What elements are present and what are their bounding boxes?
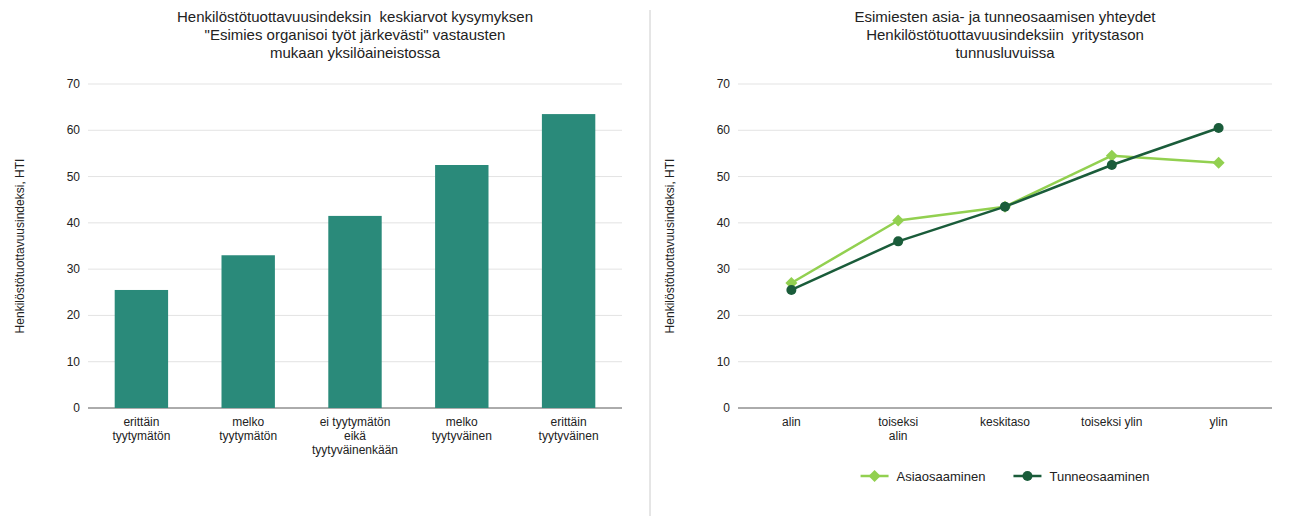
- chart-title: Henkilöstötuottavuusindeksin keskiarvot …: [177, 8, 533, 61]
- bar: [115, 290, 168, 408]
- bar: [328, 216, 381, 408]
- y-tick-label: 20: [717, 308, 731, 322]
- x-tick-label-line: alin: [889, 429, 908, 443]
- x-tick-label: toiseksialin: [878, 415, 918, 443]
- y-tick-label: 10: [67, 355, 81, 369]
- y-tick-label: 30: [67, 262, 81, 276]
- x-tick-label: melkotyytymätön: [219, 415, 277, 443]
- bar: [435, 165, 488, 408]
- point-marker: [1213, 157, 1225, 169]
- x-tick-label: erittäintyytymätön: [112, 415, 170, 443]
- x-tick-label-line: melko: [446, 415, 478, 429]
- bar: [222, 255, 275, 408]
- chart-title-line: tunnusluvuissa: [955, 44, 1055, 61]
- chart-title-line: Henkilöstötuottavuusindeksin keskiarvot …: [177, 8, 533, 25]
- chart-title-line: Henkilöstötuottavuusindeksiin yritystaso…: [866, 26, 1144, 43]
- x-tick-label: toiseksi ylin: [1081, 415, 1142, 429]
- x-tick-label-line: keskitaso: [980, 415, 1030, 429]
- chart-panel: Esimiesten asia- ja tunneosaamisen yhtey…: [663, 8, 1272, 484]
- legend-swatch-marker: [869, 470, 881, 482]
- grid-line: [738, 84, 1272, 85]
- x-tick-label-line: melko: [232, 415, 264, 429]
- x-tick-label-line: tyytyväinen: [539, 429, 599, 443]
- y-tick-label: 20: [67, 308, 81, 322]
- grid-line: [738, 130, 1272, 131]
- grid-line: [738, 315, 1272, 316]
- marks: [115, 114, 596, 408]
- y-tick-label: 10: [717, 355, 731, 369]
- x-tick-label-line: tyytymätön: [112, 429, 170, 443]
- point-marker: [1214, 123, 1224, 133]
- grid-line: [88, 84, 622, 85]
- y-tick-label: 50: [717, 170, 731, 184]
- x-tick-label: erittäintyytyväinen: [539, 415, 599, 443]
- legend-item: Asiaosaaminen: [861, 469, 986, 484]
- legend-item: Tunneosaaminen: [1013, 469, 1149, 484]
- legend-label: Asiaosaaminen: [897, 469, 986, 484]
- y-tick-label: 60: [67, 123, 81, 137]
- x-tick-label-line: toiseksi ylin: [1081, 415, 1142, 429]
- legend-label: Tunneosaaminen: [1049, 469, 1149, 484]
- x-tick-label-line: tyytymätön: [219, 429, 277, 443]
- grid-line: [738, 176, 1272, 177]
- y-tick-label: 40: [67, 216, 81, 230]
- x-tick-label-line: alin: [782, 415, 801, 429]
- grid-line: [738, 408, 1272, 409]
- legend: Asiaosaaminen Tunneosaaminen: [861, 469, 1150, 484]
- y-tick-label: 30: [717, 262, 731, 276]
- series-line: [791, 156, 1218, 283]
- point-marker: [1107, 160, 1117, 170]
- x-tick-label-line: tyytyväinen: [432, 429, 492, 443]
- point-marker: [786, 285, 796, 295]
- y-tick-label: 60: [717, 123, 731, 137]
- y-axis-label: Henkilöstötuottavuusindeksi, HTI: [663, 159, 677, 334]
- y-tick-label: 40: [717, 216, 731, 230]
- x-tick-label-line: eikä: [344, 429, 366, 443]
- series-line: [791, 128, 1218, 290]
- chart-panel: Henkilöstötuottavuusindeksin keskiarvot …: [13, 8, 622, 457]
- x-tick-label: keskitaso: [980, 415, 1030, 429]
- x-tick-label-line: tyytyväinenkään: [312, 443, 398, 457]
- x-tick-label-line: erittäin: [123, 415, 159, 429]
- x-tick-label-line: ei tyytymätön: [320, 415, 391, 429]
- point-marker: [999, 201, 1011, 213]
- chart-title: Esimiesten asia- ja tunneosaamisen yhtey…: [855, 8, 1157, 61]
- x-tick-label: alin: [782, 415, 801, 429]
- chart-title-line: Esimiesten asia- ja tunneosaamisen yhtey…: [855, 8, 1157, 25]
- y-tick-label: 70: [67, 77, 81, 91]
- y-axis-label: Henkilöstötuottavuusindeksi, HTI: [13, 159, 27, 334]
- x-tick-label-line: ylin: [1210, 415, 1228, 429]
- grid-line: [738, 361, 1272, 362]
- point-marker: [893, 236, 903, 246]
- x-tick-label: ei tyytymätöneikätyytyväinenkään: [312, 415, 398, 457]
- chart-title-line: mukaan yksilöaineistossa: [270, 44, 441, 61]
- chart-canvas: Henkilöstötuottavuusindeksin keskiarvot …: [0, 0, 1300, 526]
- legend-swatch-marker: [1022, 471, 1032, 481]
- x-tick-label: melkotyytyväinen: [432, 415, 492, 443]
- bar: [542, 114, 595, 408]
- y-tick-label: 50: [67, 170, 81, 184]
- panel-divider: [650, 10, 651, 516]
- x-tick-label-line: erittäin: [551, 415, 587, 429]
- x-tick-label: ylin: [1210, 415, 1228, 429]
- chart-title-line: "Esimies organisoi työt järkevästi" vast…: [205, 26, 506, 43]
- y-tick-label: 70: [717, 77, 731, 91]
- x-axis-line: [738, 408, 1272, 409]
- y-tick-label: 0: [73, 401, 80, 415]
- y-tick-label: 0: [723, 401, 730, 415]
- point-marker: [1106, 150, 1118, 162]
- grid-line: [738, 222, 1272, 223]
- point-marker: [1000, 202, 1010, 212]
- x-tick-label-line: toiseksi: [878, 415, 918, 429]
- marks: [785, 123, 1224, 295]
- point-marker: [892, 215, 904, 227]
